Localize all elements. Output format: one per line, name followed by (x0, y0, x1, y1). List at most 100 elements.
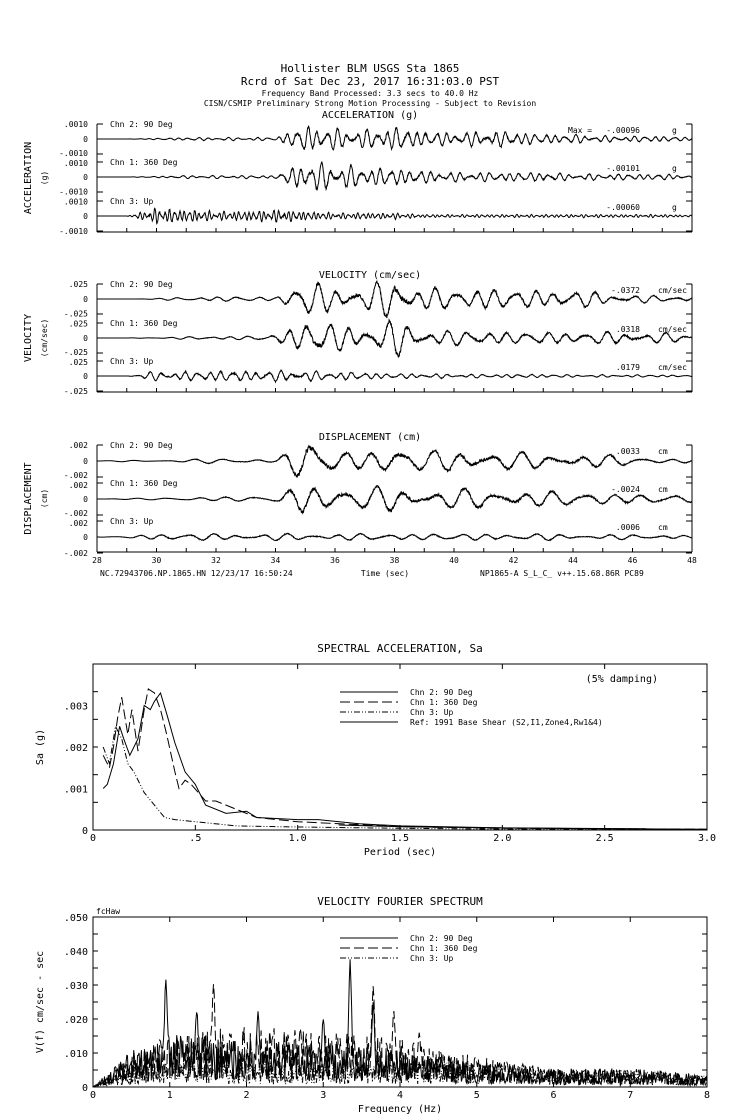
channel-label: Chn 1: 360 Deg (110, 319, 178, 328)
channel-peak-value: -.0372 (611, 286, 640, 295)
time-tick-label: 34 (271, 556, 281, 565)
channel-label: Chn 3: Up (110, 517, 154, 526)
y-axis-label: VELOCITY (23, 314, 34, 362)
series-line-dash-dot (102, 724, 708, 831)
y-tick-label: 0 (83, 495, 88, 504)
legend-label: Chn 3: Up (410, 708, 454, 717)
channel-peak-value: .0033 (616, 447, 640, 456)
time-tick-label: 44 (568, 556, 578, 565)
legend-label: Chn 2: 90 Deg (410, 934, 473, 943)
y-tick-label: .025 (69, 280, 88, 289)
waveform-trace (97, 484, 693, 515)
y-tick-label: -.025 (64, 387, 88, 396)
x-tick-label: 7 (627, 1090, 633, 1101)
panel-acceleration: ACCELERATION (g) ACCELERATION (g) .0010 0 -.0… (23, 110, 693, 236)
y-tick-label: -.002 (64, 509, 88, 518)
channel-peak-unit: g (672, 164, 677, 173)
time-tick-label: 32 (211, 556, 221, 565)
series-line-dash-dot (92, 1061, 708, 1088)
y-tick-label: -.002 (64, 549, 88, 558)
time-tick-label: 42 (509, 556, 519, 565)
waveform-trace (97, 207, 693, 225)
panel-displacement: DISPLACEMENT (cm) DISPLACEMENT (cm) .002 0 -.… (23, 432, 697, 578)
legend-label: Chn 1: 360 Deg (410, 698, 478, 707)
max-prefix: Max = (568, 126, 592, 135)
y-tick-label: .025 (69, 358, 88, 367)
series-line-dashed (92, 984, 708, 1088)
y-axis-label: Sa (g) (35, 729, 46, 765)
y-tick-label: -.0010 (59, 188, 88, 197)
frequency-band: Frequency Band Processed: 3.3 secs to 40… (262, 89, 479, 98)
series-line-dashed (102, 688, 708, 830)
time-tick-label: 38 (390, 556, 400, 565)
y-tick-label: .001 (64, 785, 88, 796)
series-line-solid (92, 959, 708, 1088)
legend-label: Chn 2: 90 Deg (410, 688, 473, 697)
channel-label: Chn 2: 90 Deg (110, 280, 173, 289)
x-tick-label: 8 (704, 1090, 710, 1101)
spectral-acceleration-chart: SPECTRAL ACCELERATION, Sa 0 .5 1.0 1.5 2.0 2.5… (35, 642, 716, 858)
y-tick-label: .002 (69, 481, 88, 490)
y-axis-unit: (cm) (40, 489, 49, 508)
channel-label: Chn 3: Up (110, 357, 154, 366)
time-tick-label: 48 (687, 556, 697, 565)
channel-label: Chn 2: 90 Deg (110, 441, 173, 450)
x-tick-label: 0 (90, 1090, 96, 1101)
channel-label: Chn 3: Up (110, 197, 154, 206)
x-tick-label: .5 (189, 833, 201, 844)
time-tick-label: 46 (628, 556, 638, 565)
y-axis-unit: (cm/sec) (40, 319, 49, 358)
time-axis-label: Time (sec) (361, 569, 409, 578)
y-axis-label: DISPLACEMENT (23, 462, 34, 534)
channel-peak-unit: g (672, 203, 677, 212)
y-tick-label: 0 (83, 212, 88, 221)
series-line-gray-thick (338, 824, 646, 830)
y-tick-label: 0 (83, 173, 88, 182)
channel-peak-unit: cm/sec (658, 363, 687, 372)
processing-note: CISN/CSMIP Preliminary Strong Motion Pro… (204, 99, 537, 108)
waveform-trace (97, 369, 693, 384)
channel-peak-unit: cm (658, 447, 668, 456)
y-tick-label: -.0010 (59, 149, 88, 158)
x-axis-label: Frequency (Hz) (358, 1104, 442, 1115)
channel-peak-value: -.00060 (606, 203, 640, 212)
y-tick-label: .003 (64, 702, 88, 713)
channel-peak-value: -.00101 (606, 164, 640, 173)
station-title: Hollister BLM USGS Sta 1865 (281, 62, 460, 75)
series-line-solid (102, 691, 708, 830)
panel-title: DISPLACEMENT (cm) (319, 432, 421, 443)
y-tick-label: .020 (64, 1015, 88, 1026)
time-tick-label: 28 (92, 556, 102, 565)
panel-title: ACCELERATION (g) (322, 110, 418, 121)
channel-label: Chn 1: 360 Deg (110, 158, 178, 167)
x-tick-label: 2.5 (596, 833, 614, 844)
y-tick-label: .050 (64, 913, 88, 924)
time-tick-label: 30 (152, 556, 162, 565)
waveform-trace (97, 125, 693, 152)
channel-label: Chn 2: 90 Deg (110, 120, 173, 129)
x-tick-label: 6 (550, 1090, 556, 1101)
y-tick-label: 0 (83, 295, 88, 304)
time-series-panels: ACCELERATION (g) ACCELERATION (g) .0010 0 -.0… (23, 110, 697, 578)
corner-label: fcHaw (96, 907, 120, 916)
y-tick-label: 0 (83, 135, 88, 144)
y-tick-label: .002 (69, 441, 88, 450)
channel-peak-unit: cm (658, 485, 668, 494)
x-tick-label: 3 (320, 1090, 326, 1101)
chart-title: SPECTRAL ACCELERATION, Sa (317, 642, 483, 655)
y-tick-label: -.025 (64, 348, 88, 357)
y-tick-label: -.025 (64, 310, 88, 319)
waveform-trace (97, 532, 693, 542)
y-tick-label: 0 (83, 457, 88, 466)
fourier-spectrum-chart: VELOCITY FOURIER SPECTRUM 0 1 2 3 4 5 6 7 8 0 .010.… (35, 895, 710, 1115)
y-tick-label: 0 (82, 826, 88, 837)
y-tick-label: 0 (83, 533, 88, 542)
channel-peak-value: -.00096 (606, 126, 640, 135)
panel-title: VELOCITY (cm/sec) (319, 270, 421, 281)
legend-label: Chn 1: 360 Deg (410, 944, 478, 953)
channel-peak-unit: g (672, 126, 677, 135)
y-tick-label: 0 (83, 372, 88, 381)
y-tick-label: .002 (69, 519, 88, 528)
x-tick-label: 5 (474, 1090, 480, 1101)
